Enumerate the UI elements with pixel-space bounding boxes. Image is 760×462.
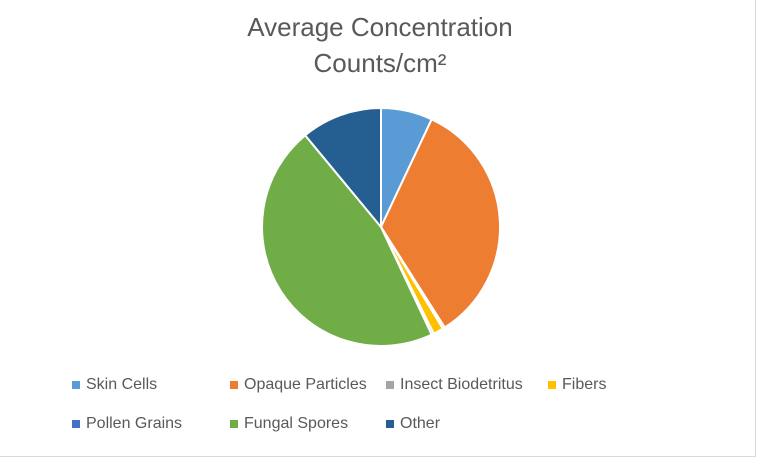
chart-subtitle: Counts/cm² bbox=[313, 48, 447, 78]
legend-swatch bbox=[230, 420, 238, 428]
legend-item-fungal-spores: Fungal Spores bbox=[230, 415, 348, 433]
legend-swatch bbox=[230, 381, 238, 389]
legend-item-skin-cells: Skin Cells bbox=[72, 376, 157, 394]
legend-item-pollen-grains: Pollen Grains bbox=[72, 415, 182, 433]
legend-label: Skin Cells bbox=[86, 376, 158, 393]
pie-slice-fungal-spores bbox=[261, 134, 433, 347]
chart-title: Average Concentration bbox=[247, 12, 513, 42]
legend-item-fibers: Fibers bbox=[548, 376, 606, 394]
legend-item-other: Other bbox=[386, 415, 440, 433]
legend-swatch bbox=[72, 420, 80, 428]
pie-slice-other bbox=[304, 107, 382, 228]
legend-label: Opaque Particles bbox=[244, 376, 367, 393]
legend-label: Insect Biodetritus bbox=[400, 376, 523, 393]
legend-swatch bbox=[548, 381, 556, 389]
legend-label: Fibers bbox=[562, 376, 607, 393]
legend-item-opaque-particles: Opaque Particles bbox=[230, 376, 367, 394]
legend-label: Fungal Spores bbox=[244, 415, 349, 432]
pie-slice-opaque-particles bbox=[380, 118, 501, 329]
legend-label: Other bbox=[400, 415, 441, 432]
legend-label: Pollen Grains bbox=[86, 415, 183, 432]
legend-swatch bbox=[72, 381, 80, 389]
legend-swatch bbox=[386, 381, 394, 389]
legend-item-insect-biodetritus: Insect Biodetritus bbox=[386, 376, 523, 394]
legend-swatch bbox=[386, 420, 394, 428]
